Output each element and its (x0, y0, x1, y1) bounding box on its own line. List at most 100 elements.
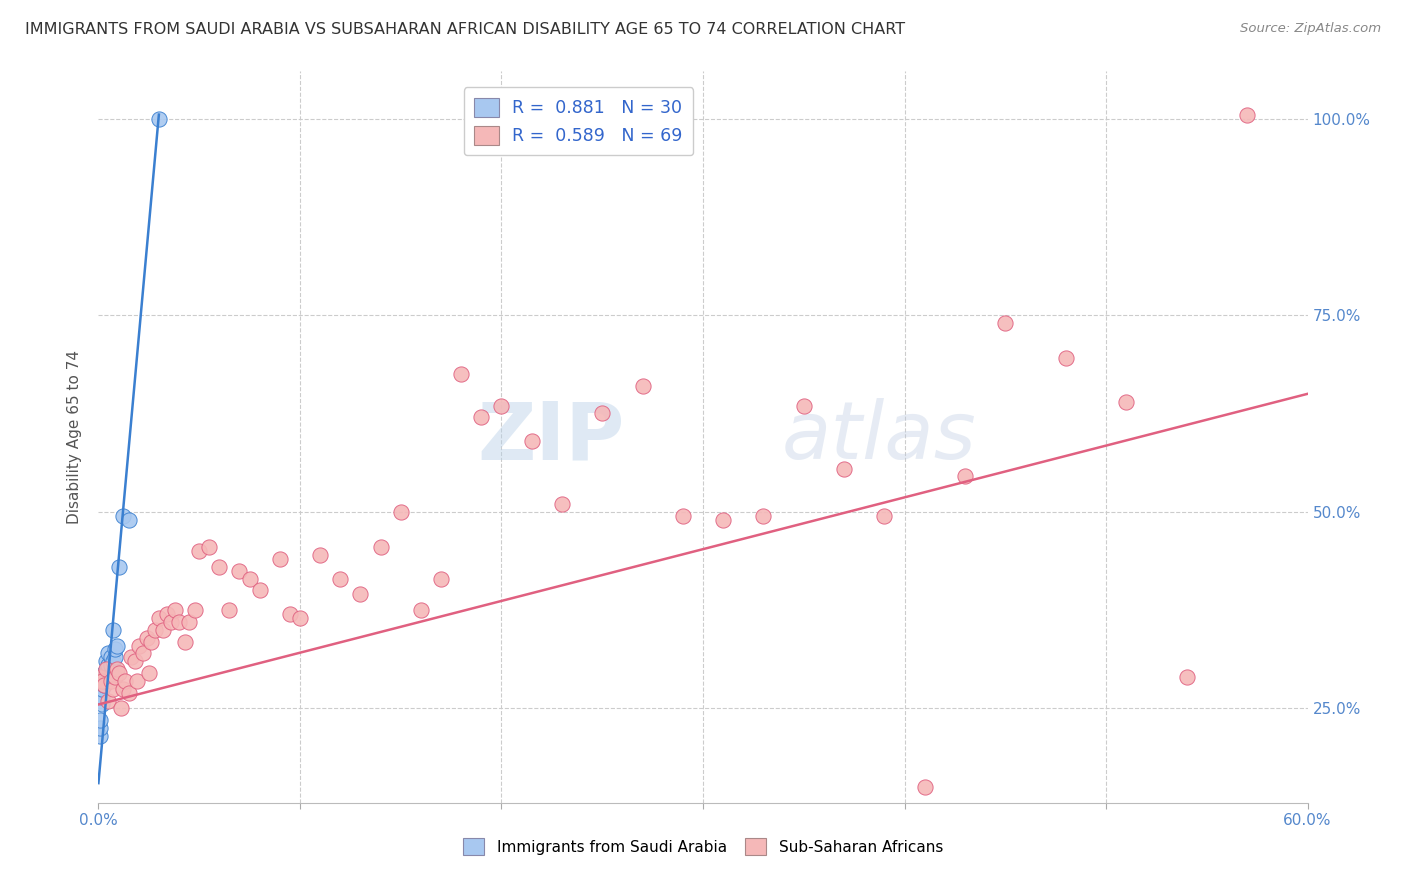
Point (139, 634, 162, 648)
Point (91, 673, 114, 688)
Point (249, 583, 271, 598)
Point (93, 670, 115, 684)
Point (114, 673, 136, 688)
Point (107, 559, 129, 574)
Point (148, 611, 170, 625)
Point (551, 497, 574, 511)
Point (450, 367, 472, 381)
Point (152, 623, 174, 637)
Point (118, 686, 141, 700)
Point (198, 540, 221, 554)
Point (118, 513, 141, 527)
Point (711, 513, 734, 527)
Point (1054, 351, 1077, 366)
Point (105, 639, 128, 653)
Point (93, 666, 115, 681)
Point (97, 693, 120, 707)
Point (111, 681, 134, 696)
Point (89, 729, 111, 743)
Point (97, 658, 120, 673)
Point (156, 607, 179, 621)
Point (269, 552, 291, 566)
Point (93, 678, 115, 692)
Point (167, 615, 190, 629)
Point (179, 615, 201, 629)
Point (228, 564, 250, 578)
Point (793, 399, 815, 413)
Point (103, 642, 125, 657)
Point (96, 654, 118, 668)
Point (135, 631, 157, 645)
Point (160, 615, 183, 629)
Point (208, 559, 231, 574)
Point (124, 654, 146, 668)
Point (188, 544, 211, 558)
Point (111, 508, 134, 523)
Point (97, 670, 120, 684)
Point (953, 469, 976, 483)
Text: ZIP: ZIP (477, 398, 624, 476)
Point (329, 572, 352, 586)
Point (96, 666, 118, 681)
Point (97, 646, 120, 660)
Point (409, 603, 432, 617)
Point (174, 634, 197, 648)
Point (120, 650, 142, 665)
Text: Source: ZipAtlas.com: Source: ZipAtlas.com (1240, 22, 1381, 36)
Point (100, 666, 122, 681)
Point (873, 508, 896, 523)
Point (107, 666, 129, 681)
Point (100, 658, 122, 673)
Point (914, 780, 936, 794)
Point (103, 670, 125, 684)
Point (91, 690, 114, 704)
Point (89, 713, 111, 727)
Point (91, 681, 114, 696)
Point (93, 673, 115, 688)
Point (128, 639, 150, 653)
Point (105, 662, 128, 676)
Point (239, 572, 262, 586)
Point (278, 607, 301, 621)
Point (138, 666, 160, 681)
Point (96, 662, 118, 676)
Point (97, 662, 120, 676)
Point (631, 379, 654, 393)
Point (101, 681, 124, 696)
Point (184, 603, 207, 617)
Point (89, 670, 111, 684)
Point (491, 399, 513, 413)
Point (389, 505, 412, 519)
Point (91, 698, 114, 712)
Text: IMMIGRANTS FROM SAUDI ARABIA VS SUBSAHARAN AFRICAN DISABILITY AGE 65 TO 74 CORRE: IMMIGRANTS FROM SAUDI ARABIA VS SUBSAHAR… (25, 22, 905, 37)
Point (96, 670, 118, 684)
Point (125, 673, 148, 688)
Point (143, 623, 166, 637)
Point (110, 701, 132, 715)
Point (672, 508, 695, 523)
Point (591, 407, 613, 421)
Y-axis label: Disability Age 65 to 74: Disability Age 65 to 74 (67, 350, 83, 524)
Point (1175, 670, 1198, 684)
Point (132, 646, 155, 660)
Point (96, 673, 118, 688)
Point (1115, 394, 1137, 409)
Legend: Immigrants from Saudi Arabia, Sub-Saharan Africans: Immigrants from Saudi Arabia, Sub-Sahara… (457, 832, 949, 861)
Point (752, 508, 775, 523)
Point (163, 603, 186, 617)
Point (309, 548, 332, 562)
Point (832, 461, 855, 475)
Point (349, 587, 371, 601)
Point (470, 410, 492, 425)
Point (103, 650, 125, 665)
Point (93, 678, 115, 692)
Point (1236, 107, 1258, 121)
Point (288, 611, 311, 625)
Point (148, 112, 170, 126)
Text: atlas: atlas (782, 398, 976, 476)
Point (218, 603, 240, 617)
Point (994, 316, 1017, 330)
Point (520, 434, 543, 448)
Point (430, 572, 453, 586)
Point (100, 650, 122, 665)
